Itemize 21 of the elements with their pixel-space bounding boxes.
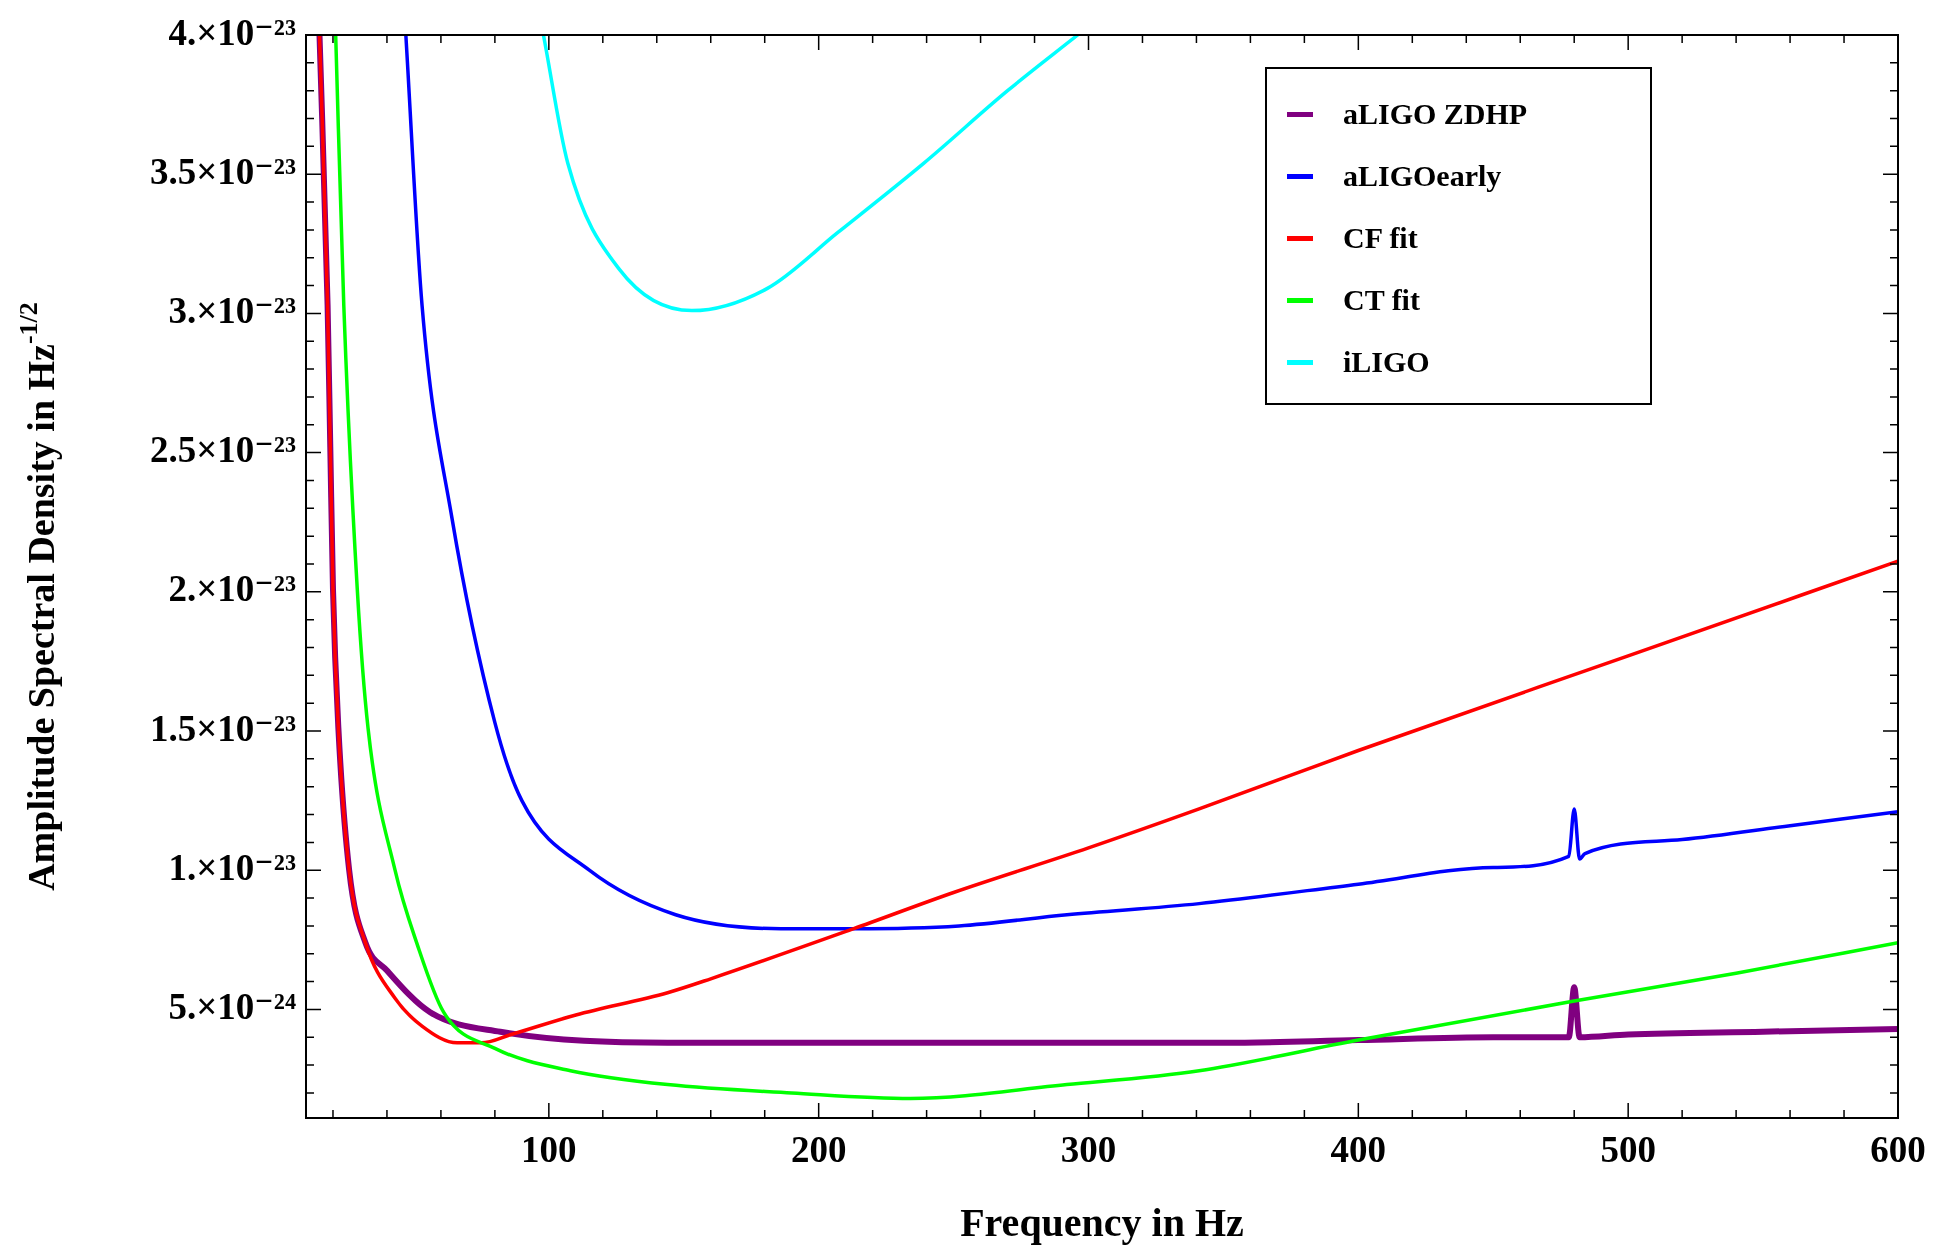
x-tick-label: 400 [1330,1128,1387,1170]
y-tick-label: 1.×10⁻²³ [168,846,296,888]
x-tick-label: 100 [521,1128,577,1170]
y-axis-title: Amplitude Spectral Density in Hz-1/2 [13,302,62,891]
y-tick-label: 1.5×10⁻²³ [149,707,296,749]
legend-label: aLIGO ZDHP [1343,97,1528,131]
y-tick-label: 2.×10⁻²³ [168,568,296,610]
x-tick-label: 300 [1060,1128,1117,1170]
y-tick-label: 2.5×10⁻²³ [149,429,296,471]
y-tick-label: 3.5×10⁻²³ [149,150,296,192]
legend-label: CT fit [1343,283,1420,317]
x-tick-label: 500 [1600,1128,1656,1170]
legend-label: iLIGO [1343,345,1430,379]
legend-label: CF fit [1343,221,1418,255]
legend-label: aLIGOearly [1343,159,1502,193]
y-tick-label: 3.×10⁻²³ [168,289,296,331]
x-tick-label: 600 [1870,1128,1926,1170]
x-tick-label: 200 [790,1128,847,1170]
y-tick-label: 5.×10⁻²⁴ [168,985,296,1027]
x-axis-title: Frequency in Hz [960,1200,1244,1246]
y-tick-label: 4.×10⁻²³ [168,11,296,53]
